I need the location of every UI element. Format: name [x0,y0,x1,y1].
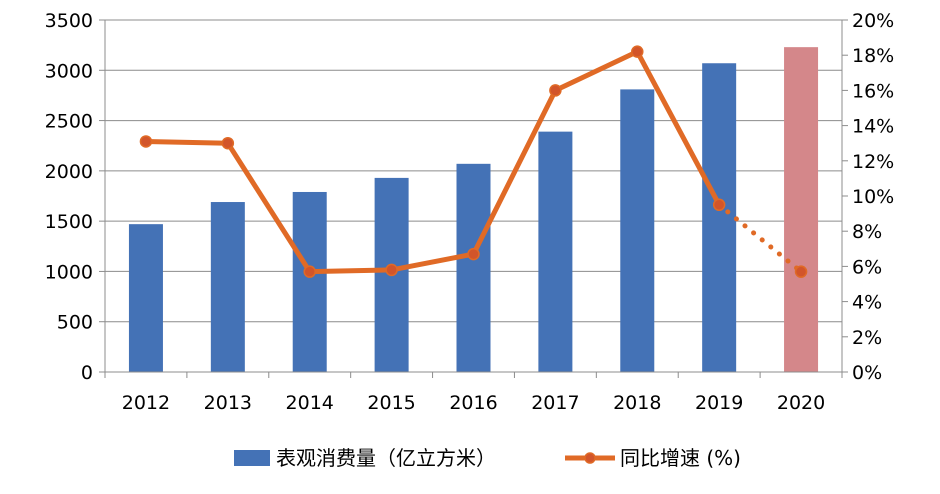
growth-point-2015 [385,263,398,277]
left-tick-label: 2500 [45,111,93,133]
x-tick-label: 2016 [449,392,497,414]
right-tick-label: 14% [852,116,894,138]
left-tick-label: 2000 [45,161,93,183]
left-tick-label: 0 [81,362,93,384]
left-tick-label: 500 [57,312,93,334]
legend-bar-swatch [234,450,270,466]
right-tick-label: 2% [852,327,882,349]
right-tick-label: 0% [852,362,882,384]
growth-point-2013 [221,136,235,150]
x-tick-label: 2017 [531,392,579,414]
right-tick-label: 12% [852,151,894,173]
legend-line-marker [584,452,596,464]
left-tick-label: 3500 [45,10,93,32]
bar-2016 [456,163,491,372]
legend: 表观消费量（亿立方米） 同比增速 (%) [234,446,741,470]
x-tick-label: 2015 [367,392,415,414]
x-tick-label: 2018 [613,392,661,414]
growth-point-2017 [549,84,562,97]
x-axis-ticks: 2012 2013 2014 2015 2016 2017 2018 2019 2020 [122,392,825,414]
growth-line-dotted [716,202,804,275]
growth-point-2016 [467,247,480,261]
x-tick-label: 2019 [695,392,743,414]
growth-point-2020 [794,265,808,278]
legend-line-label: 同比增速 (%) [620,446,741,470]
growth-point-2018 [631,45,644,58]
bar-2014 [292,191,327,372]
line-series [139,45,808,278]
bar-2017 [538,131,573,372]
x-tick-label: 2012 [122,392,170,414]
right-tick-label: 4% [852,292,882,314]
right-tick-label: 10% [852,186,894,208]
bar-series [128,47,819,372]
right-tick-label: 16% [852,80,894,102]
right-tick-label: 6% [852,256,882,278]
growth-line-solid [143,49,722,275]
x-tick-label: 2014 [286,392,334,414]
right-axis-ticks: 0% 2% 4% 6% 8% 10% 12% 14% 16% 18% 20% [852,10,894,384]
bar-2019 [702,63,737,372]
x-tick-label: 2020 [777,392,825,414]
left-tick-label: 1000 [45,261,93,283]
bar-2020 [784,47,819,372]
bar-2013 [210,202,245,372]
bar-2018 [620,89,655,372]
left-tick-label: 3000 [45,60,93,82]
axes [99,19,848,378]
growth-point-2019 [712,198,726,212]
legend-bar-label: 表观消费量（亿立方米） [276,446,496,470]
left-axis-ticks: 0 500 1000 1500 2000 2500 3000 3500 [45,10,93,384]
x-tick-label: 2013 [204,392,252,414]
growth-point-2014 [303,265,316,278]
bar-2012 [128,224,163,372]
right-tick-label: 18% [852,45,894,67]
right-tick-label: 8% [852,221,882,243]
growth-point-2012 [139,135,153,148]
left-tick-label: 1500 [45,211,93,233]
right-tick-label: 20% [852,10,894,32]
